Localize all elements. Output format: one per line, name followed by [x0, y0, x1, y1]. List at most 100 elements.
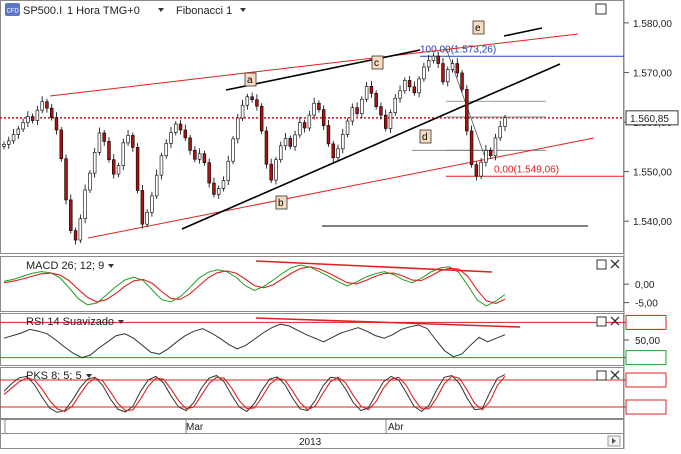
- candle-body: [11, 134, 16, 142]
- candle-body: [383, 114, 388, 129]
- stoch-dropdown-icon[interactable]: [86, 374, 92, 378]
- candle-body: [465, 89, 469, 132]
- macd-dropdown-icon[interactable]: [108, 264, 114, 268]
- indicator-label[interactable]: Fibonacci 1: [176, 5, 232, 17]
- candle-body: [493, 137, 498, 157]
- wave-label-a: a: [247, 75, 253, 86]
- macd-maximize-icon[interactable]: [596, 259, 607, 270]
- candle-body: [436, 55, 440, 64]
- fib-100-label: 100,00(1.573,26): [420, 44, 496, 55]
- ind-level-badge: [625, 314, 667, 330]
- candle-body: [503, 117, 507, 127]
- candle-body: [317, 102, 321, 110]
- rsi-pane-controls: [596, 316, 620, 327]
- candle-body: [298, 122, 302, 136]
- rsi-title[interactable]: RSI 14 Suavizado: [26, 316, 114, 328]
- candle-body: [388, 112, 393, 129]
- candle-body: [302, 122, 307, 129]
- price-pane[interactable]: [0, 0, 624, 254]
- candle-body: [374, 92, 378, 107]
- indicator-dropdown-icon[interactable]: [240, 8, 246, 12]
- macd-pane[interactable]: [0, 256, 624, 312]
- candle-body: [469, 130, 474, 165]
- series-MACD: [3, 264, 506, 307]
- stoch-lines: [0, 374, 624, 413]
- candle-body: [135, 147, 140, 191]
- cfd-logo-text: CFD: [7, 9, 20, 15]
- macd-close-icon[interactable]: [610, 259, 620, 269]
- candle-body: [236, 117, 240, 140]
- candle-body: [97, 132, 102, 153]
- candle-body: [226, 160, 230, 181]
- candle-body: [21, 122, 25, 130]
- candle-body: [174, 123, 178, 133]
- candle-body: [216, 188, 221, 195]
- series-D: [3, 375, 506, 413]
- price-pane-maximize-icon[interactable]: [595, 3, 607, 15]
- stoch-title[interactable]: PKS 8; 5; 5: [26, 370, 82, 382]
- wedge-top: [225, 49, 421, 91]
- timeframe-label[interactable]: 1 Hora TMG+0: [67, 5, 140, 17]
- stoch-maximize-icon[interactable]: [596, 370, 607, 381]
- price-y-axis: 1.580,001.570,001.560,001.550,001.540,00…: [624, 19, 679, 228]
- candle-body: [49, 107, 54, 118]
- candle-body: [112, 159, 116, 175]
- candle-body: [269, 163, 273, 181]
- candle-body: [169, 132, 173, 144]
- rsi-divergence-line: [255, 317, 521, 328]
- candle-body: [73, 230, 78, 241]
- wave-label-box: [244, 72, 257, 87]
- candle-body: [193, 150, 197, 160]
- wave-labels: a b c d e: [244, 20, 485, 210]
- wave-label-box: [419, 129, 432, 144]
- x-label-mar: Mar: [186, 422, 204, 433]
- candle-body: [355, 107, 359, 114]
- candle-body: [59, 129, 63, 160]
- macd-title[interactable]: MACD 26; 12; 9: [26, 260, 104, 272]
- price-y-tick: 1.540,00: [633, 217, 672, 228]
- candle-body: [417, 78, 421, 94]
- candle-body: [426, 60, 431, 68]
- candle-body: [92, 151, 97, 174]
- price-y-tick: 1.570,00: [633, 68, 672, 79]
- candle-body: [131, 135, 135, 148]
- timeframe-dropdown-icon[interactable]: [158, 8, 164, 12]
- candle-body: [450, 63, 455, 70]
- candle-body: [26, 116, 30, 123]
- rsi-maximize-icon[interactable]: [596, 316, 607, 327]
- ind-y-tick: -5,00: [635, 299, 658, 310]
- candle-body: [345, 120, 350, 135]
- candle-body: [326, 125, 331, 145]
- candle-body: [121, 142, 126, 166]
- wave-label-box: [275, 195, 288, 210]
- candle-body: [150, 195, 154, 213]
- candle-body: [474, 164, 479, 177]
- stoch-close-icon[interactable]: [610, 370, 620, 380]
- stoch-pane[interactable]: [0, 367, 624, 419]
- candle-body: [7, 140, 11, 145]
- symbol-label[interactable]: SP500.I: [23, 5, 62, 17]
- candle-body: [412, 86, 417, 94]
- candle-body: [126, 135, 130, 144]
- channel-top: [49, 33, 579, 97]
- wedge-bottom: [181, 63, 561, 230]
- series-K: [3, 374, 506, 413]
- price-overlay-lines: 100,00(1.573,26) 0,00(1.549,06): [0, 27, 624, 239]
- date-axis: [0, 419, 624, 434]
- candle-body: [488, 150, 493, 157]
- wave-label-e: e: [475, 23, 481, 34]
- candle-body: [484, 150, 488, 163]
- candle-body: [283, 138, 288, 147]
- candle-body: [446, 69, 450, 83]
- last-price-badge: [625, 110, 679, 126]
- candle-body: [255, 99, 259, 107]
- rsi-close-icon[interactable]: [610, 316, 620, 326]
- rsi-dropdown-icon[interactable]: [118, 320, 124, 324]
- candle-body: [498, 126, 502, 139]
- candle-body: [40, 101, 44, 111]
- candle-body: [288, 138, 293, 147]
- candle-body: [407, 80, 412, 88]
- candle-body: [197, 153, 202, 160]
- candle-body: [393, 97, 397, 113]
